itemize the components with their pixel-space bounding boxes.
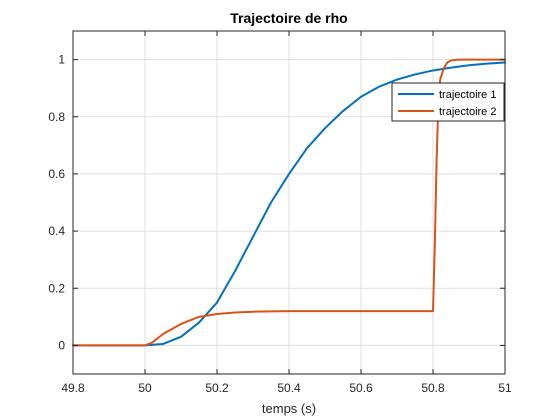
legend: trajectoire 1 trajectoire 2 — [391, 82, 505, 122]
y-tick-label: 0.4 — [48, 224, 65, 238]
y-tick-label: 1 — [58, 53, 65, 67]
x-tick-label: 49.8 — [61, 381, 85, 395]
x-tick-label: 50.8 — [421, 381, 445, 395]
x-tick-label: 50.2 — [205, 381, 229, 395]
legend-label-1: trajectoire 1 — [439, 89, 496, 101]
series-line-2 — [72, 58, 506, 347]
y-tick-label: 0.2 — [48, 281, 65, 295]
legend-label-2: trajectoire 2 — [439, 106, 496, 118]
x-tick-label: 51 — [498, 381, 512, 395]
x-tick-label: 50.6 — [349, 381, 373, 395]
x-axis-title: temps (s) — [262, 401, 316, 416]
x-tick-label: 50 — [138, 381, 152, 395]
y-tick-label: 0 — [58, 338, 65, 352]
x-tick-label: 50.4 — [277, 381, 301, 395]
y-tick-label: 0.8 — [48, 110, 65, 124]
y-tick-label: 0.6 — [48, 167, 65, 181]
legend-box — [391, 82, 505, 122]
chart-title: Trajectoire de rho — [230, 10, 347, 26]
plot-area: 49.8 50 50.2 50.4 50.6 50.8 51 0 0.2 0.4 0.6 0.8 1 tr… — [48, 30, 512, 395]
series-line-1 — [72, 61, 506, 347]
